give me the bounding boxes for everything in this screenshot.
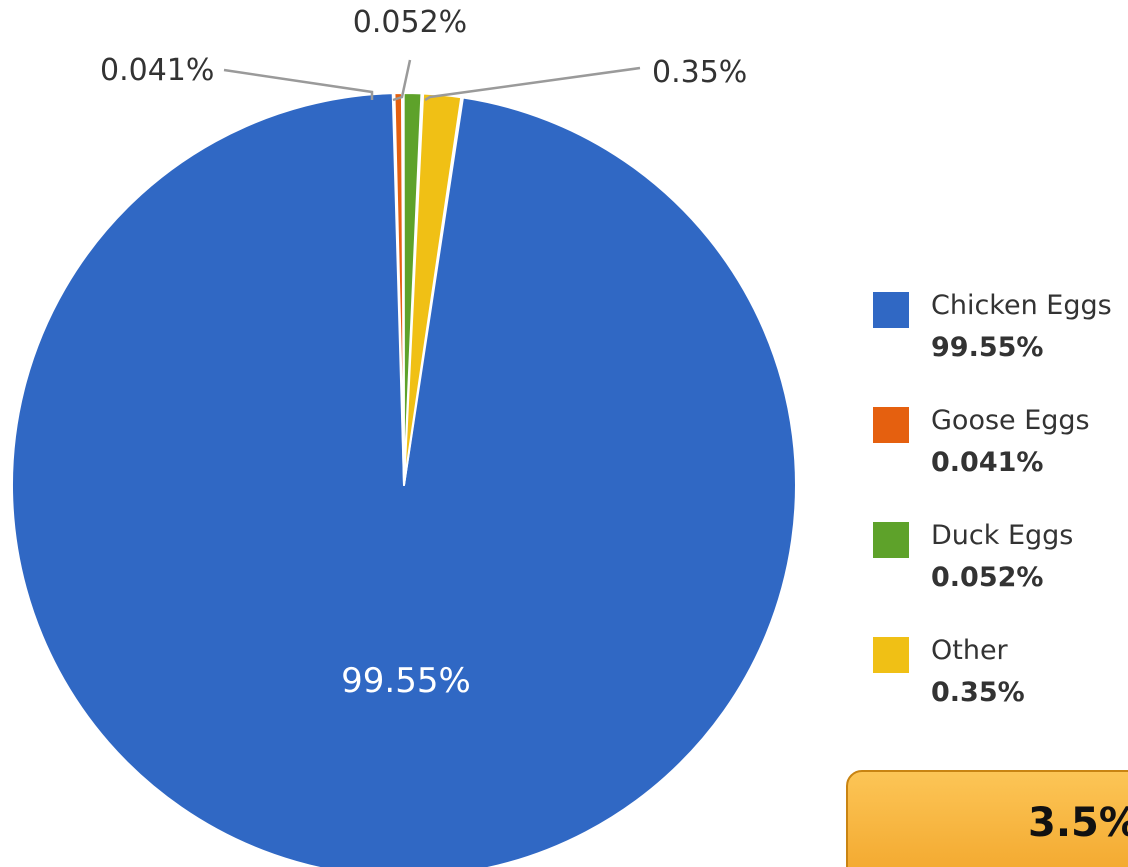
legend-value: 99.55% [931, 332, 1044, 363]
legend-name: Duck Eggs [931, 520, 1074, 551]
legend-value: 0.35% [931, 677, 1025, 708]
callout-label-duck-eggs: 0.052% [353, 5, 467, 40]
legend-swatch-duck-eggs [873, 522, 909, 558]
highlight-badge: 3.5% [846, 770, 1128, 867]
legend-swatch-goose-eggs [873, 407, 909, 443]
legend-item-duck-eggs: Duck Eggs 0.052% [873, 520, 1123, 635]
callout-label-goose-eggs: 0.041% [100, 53, 214, 88]
legend-name: Other [931, 635, 1008, 666]
legend-item-other: Other 0.35% [873, 635, 1123, 750]
legend-swatch-other [873, 637, 909, 673]
legend: Chicken Eggs 99.55% Goose Eggs 0.041% Du… [873, 290, 1123, 750]
legend-item-chicken-eggs: Chicken Eggs 99.55% [873, 290, 1123, 405]
legend-item-goose-eggs: Goose Eggs 0.041% [873, 405, 1123, 520]
badge-text: 3.5% [1028, 800, 1128, 846]
legend-value: 0.041% [931, 447, 1044, 478]
leader-line-other [424, 66, 641, 102]
legend-value: 0.052% [931, 562, 1044, 593]
pie-slice-chicken-eggs [10, 92, 797, 867]
legend-swatch-chicken-eggs [873, 292, 909, 328]
callout-label-other: 0.35% [652, 55, 747, 90]
legend-name: Chicken Eggs [931, 290, 1112, 321]
leader-line-duck-eggs [392, 59, 412, 102]
legend-name: Goose Eggs [931, 405, 1090, 436]
slice-label-chicken-eggs: 99.55% [341, 661, 471, 701]
leader-line-goose-eggs [223, 68, 374, 100]
